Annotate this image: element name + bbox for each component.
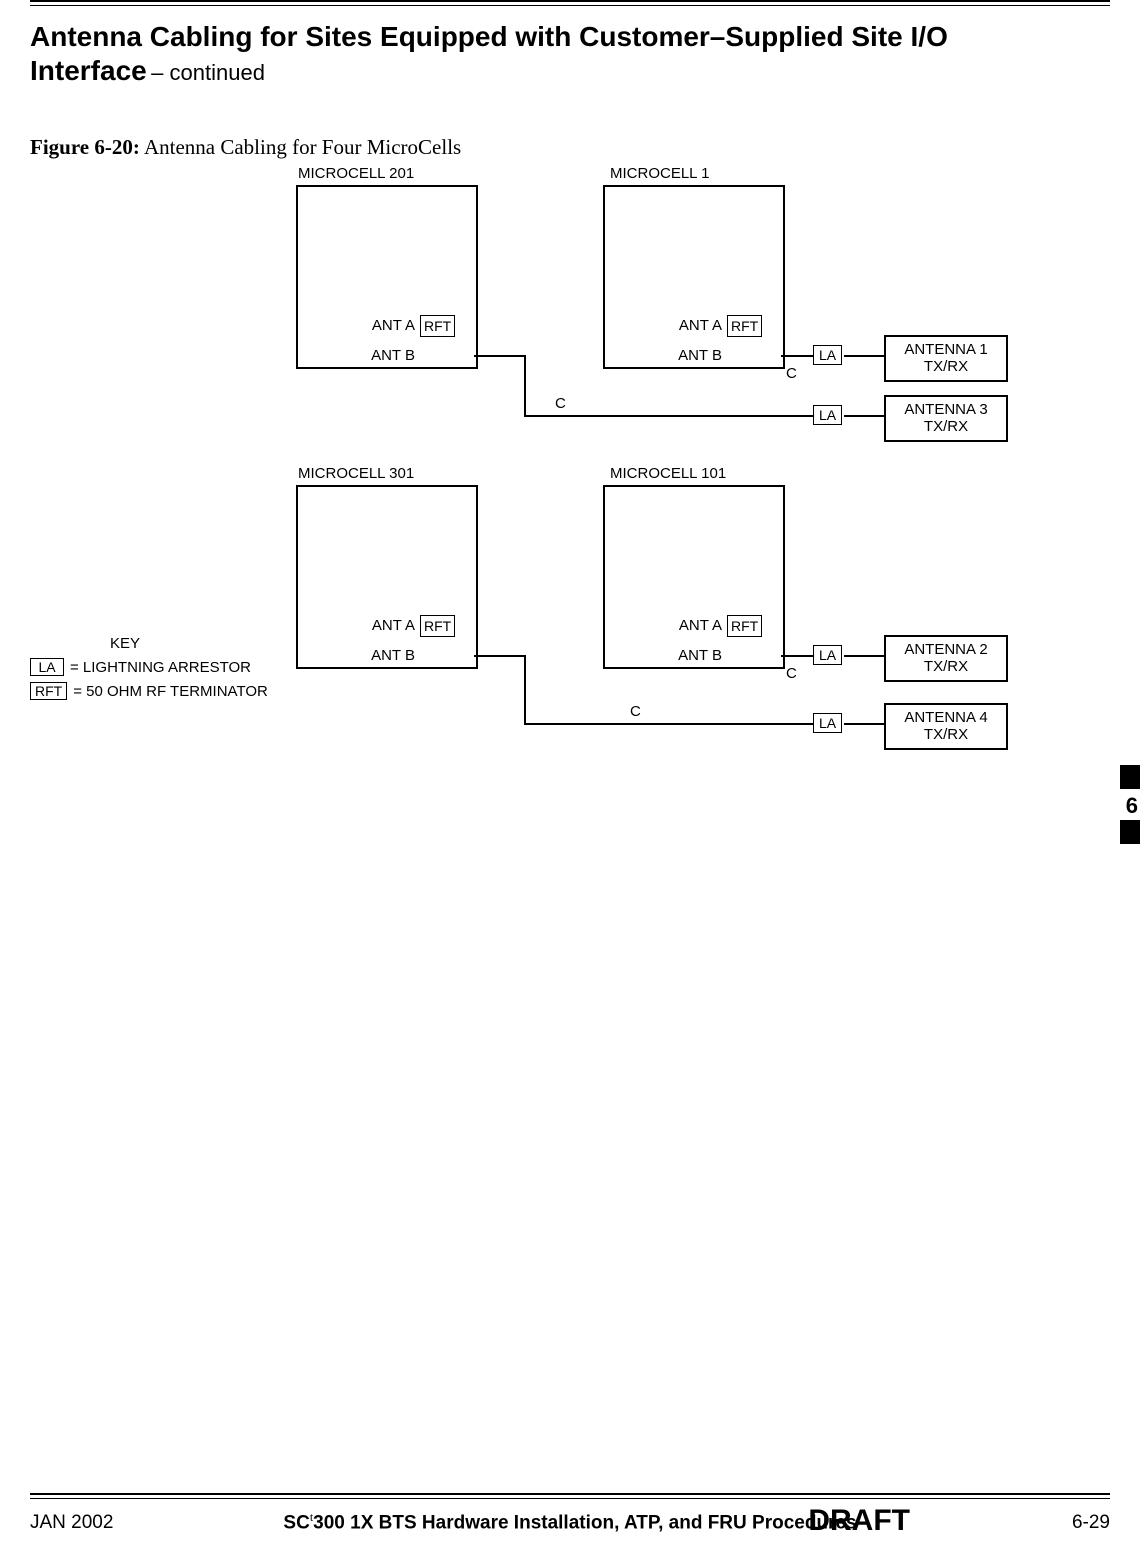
top-rule-thick [30,0,1110,2]
c-label-4: C [630,703,641,720]
key-la-desc: = LIGHTNING ARRESTOR [70,659,251,676]
key-row-la: LA = LIGHTNING ARRESTOR [30,658,268,676]
c-label-1: C [786,365,797,382]
line [474,655,524,657]
footer-page: 6-29 [1072,1512,1110,1534]
line [524,723,814,725]
page: Antenna Cabling for Sites Equipped with … [0,0,1140,1554]
antenna-1-line2: TX/RX [892,358,1000,375]
key-block: KEY LA = LIGHTNING ARRESTOR RFT = 50 OHM… [30,635,268,706]
microcell-1-label: MICROCELL 1 [610,165,709,182]
mc301-ant-b: ANT B [360,647,415,664]
la-4: LA [813,713,842,733]
mc1-ant-b: ANT B [667,347,722,364]
section-heading: Antenna Cabling for Sites Equipped with … [30,20,1110,87]
antenna-1-line1: ANTENNA 1 [892,341,1000,358]
key-rft-box: RFT [30,682,67,700]
microcell-301-label: MICROCELL 301 [298,465,414,482]
antenna-2-line2: TX/RX [892,658,1000,675]
footer-title-post: 300 1X BTS Hardware Installation, ATP, a… [313,1512,856,1533]
mc101-ant-b: ANT B [667,647,722,664]
line [781,655,813,657]
microcell-301-box [296,485,478,669]
footer-draft: DRAFT [808,1504,910,1538]
line [524,655,526,723]
key-la-box: LA [30,658,64,676]
mc201-ant-b: ANT B [360,347,415,364]
key-rft-desc: = 50 OHM RF TERMINATOR [73,683,268,700]
line [844,355,884,357]
microcell-1-box [603,185,785,369]
antenna-2-box: ANTENNA 2 TX/RX [884,635,1008,682]
footer-rule-thin [30,1498,1110,1499]
microcell-101-box [603,485,785,669]
antenna-1-box: ANTENNA 1 TX/RX [884,335,1008,382]
line [844,415,884,417]
mc301-rft: RFT [420,615,455,637]
antenna-4-box: ANTENNA 4 TX/RX [884,703,1008,750]
mc301-ant-a: ANT A [360,617,415,634]
key-heading: KEY [110,635,268,652]
microcell-201-label: MICROCELL 201 [298,165,414,182]
mc201-rft: RFT [420,315,455,337]
antenna-3-line1: ANTENNA 3 [892,401,1000,418]
line [474,355,524,357]
line [844,655,884,657]
antenna-3-line2: TX/RX [892,418,1000,435]
footer-title-pre: SC [283,1512,309,1533]
footer-rule-thick [30,1493,1110,1495]
mc101-rft: RFT [727,615,762,637]
antenna-2-line1: ANTENNA 2 [892,641,1000,658]
la-1: LA [813,345,842,365]
microcell-101-label: MICROCELL 101 [610,465,726,482]
footer-title: SCt300 1X BTS Hardware Installation, ATP… [30,1510,1110,1534]
line [524,355,526,415]
line [844,723,884,725]
chapter-tab-top [1120,765,1140,789]
mc1-rft: RFT [727,315,762,337]
microcell-201-box [296,185,478,369]
mc201-ant-a: ANT A [360,317,415,334]
heading-continued: – continued [151,60,265,85]
heading-line1: Antenna Cabling for Sites Equipped with … [30,21,948,52]
antenna-4-line2: TX/RX [892,726,1000,743]
chapter-tab-number: 6 [1126,793,1138,819]
top-rule-thin [30,5,1110,6]
la-3: LA [813,405,842,425]
antenna-4-line1: ANTENNA 4 [892,709,1000,726]
line [781,355,813,357]
diagram: MICROCELL 201 ANT A ANT B RFT MICROCELL … [0,155,1140,855]
line [524,415,814,417]
heading-line2: Interface [30,55,147,86]
mc101-ant-a: ANT A [667,617,722,634]
mc1-ant-a: ANT A [667,317,722,334]
c-label-2: C [555,395,566,412]
la-2: LA [813,645,842,665]
c-label-3: C [786,665,797,682]
chapter-tab-bottom [1120,820,1140,844]
key-row-rft: RFT = 50 OHM RF TERMINATOR [30,682,268,700]
antenna-3-box: ANTENNA 3 TX/RX [884,395,1008,442]
